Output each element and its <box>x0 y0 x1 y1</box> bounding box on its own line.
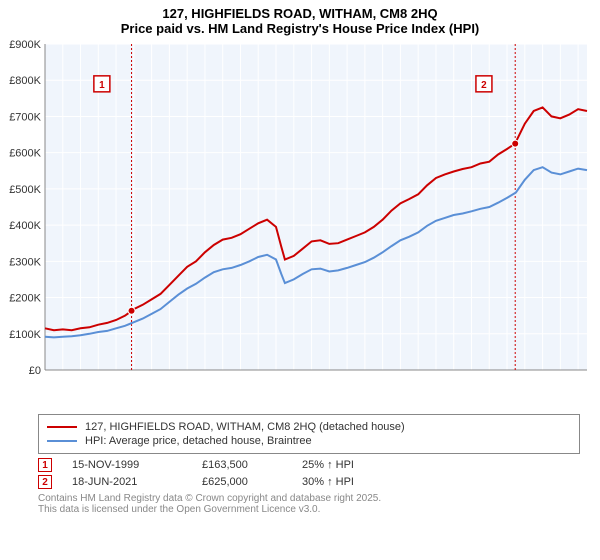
svg-text:£200K: £200K <box>9 293 41 305</box>
sale-price-cell: £163,500 <box>202 459 302 471</box>
sale-event-row: 1 15-NOV-1999£163,50025% ↑ HPI <box>38 458 580 472</box>
chart-title-subtitle: Price paid vs. HM Land Registry's House … <box>0 21 600 36</box>
footer-line-2: This data is licensed under the Open Gov… <box>38 504 580 515</box>
svg-text:£400K: £400K <box>9 220 41 232</box>
svg-text:£500K: £500K <box>9 184 41 196</box>
chart-container: 127, HIGHFIELDS ROAD, WITHAM, CM8 2HQ Pr… <box>0 0 600 560</box>
svg-text:£0: £0 <box>29 365 41 377</box>
legend-item: HPI: Average price, detached house, Brai… <box>47 435 571 447</box>
sale-date-cell: 18-JUN-2021 <box>72 476 202 488</box>
legend-swatch <box>47 440 77 442</box>
legend-label: HPI: Average price, detached house, Brai… <box>85 435 312 447</box>
sale-pct-cell: 25% ↑ HPI <box>302 459 402 471</box>
svg-text:£800K: £800K <box>9 75 41 87</box>
sale-price-cell: £625,000 <box>202 476 302 488</box>
svg-text:£900K: £900K <box>9 39 41 51</box>
chart-title-block: 127, HIGHFIELDS ROAD, WITHAM, CM8 2HQ Pr… <box>0 0 600 38</box>
chart-title-address: 127, HIGHFIELDS ROAD, WITHAM, CM8 2HQ <box>0 6 600 21</box>
svg-text:1: 1 <box>99 80 105 91</box>
sale-date-cell: 15-NOV-1999 <box>72 459 202 471</box>
sales-events-table: 1 15-NOV-1999£163,50025% ↑ HPI 2 18-JUN-202… <box>38 458 580 489</box>
line-chart-svg: £0 £100K £200K £300K £400K £500K £600K £700K £80… <box>5 38 595 408</box>
legend: 127, HIGHFIELDS ROAD, WITHAM, CM8 2HQ (d… <box>38 414 580 454</box>
legend-swatch <box>47 426 77 428</box>
svg-text:£700K: £700K <box>9 111 41 123</box>
sale-pct-cell: 30% ↑ HPI <box>302 476 402 488</box>
legend-label: 127, HIGHFIELDS ROAD, WITHAM, CM8 2HQ (d… <box>85 421 405 433</box>
footer-line-1: Contains HM Land Registry data © Crown c… <box>38 493 580 504</box>
sale-marker-badge: 2 <box>38 475 52 489</box>
svg-text:£100K: £100K <box>9 329 41 341</box>
svg-text:2: 2 <box>481 80 487 91</box>
sale-event-row: 2 18-JUN-2021£625,00030% ↑ HPI <box>38 475 580 489</box>
sale-marker-badge: 1 <box>38 458 52 472</box>
footer-attribution: Contains HM Land Registry data © Crown c… <box>38 493 580 515</box>
legend-item: 127, HIGHFIELDS ROAD, WITHAM, CM8 2HQ (d… <box>47 421 571 433</box>
svg-text:£300K: £300K <box>9 256 41 268</box>
plot-area: £0 £100K £200K £300K £400K £500K £600K £700K £80… <box>5 38 595 408</box>
svg-text:£600K: £600K <box>9 148 41 160</box>
